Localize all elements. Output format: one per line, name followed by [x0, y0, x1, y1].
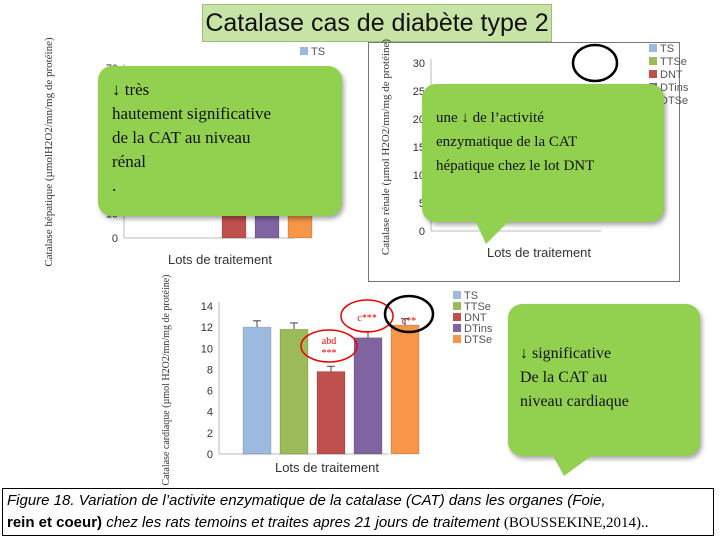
legend-swatch-dnt — [453, 313, 461, 321]
annotation-circle-dtse — [383, 294, 435, 334]
y-axis-label: Catalase cardiaque (µmol H2O2/mn/mg de p… — [161, 275, 172, 486]
legend-label-dnt: DNT — [464, 312, 487, 324]
y-tick-label: 2 — [207, 428, 213, 440]
callout-renal-line-2: hautement significative — [112, 104, 272, 123]
callout-hepatic-line-2: enzymatique de la CAT — [436, 134, 578, 150]
legend-label-dtins: DTins — [660, 82, 689, 94]
legend-swatch-ts — [300, 47, 308, 55]
y-tick-label: 0 — [419, 226, 425, 238]
legend-swatch-ts — [453, 291, 461, 299]
callout-renal: ↓ très hautement significative de la CAT… — [98, 66, 342, 216]
caption-suffix: chez les rats temoins et traites apres 2… — [102, 514, 504, 531]
callout-cardiac: ↓ significative De la CAT au niveau card… — [508, 304, 700, 456]
legend-swatch-dnt — [649, 70, 657, 78]
caption-source: (BOUSSEKINE,2014).. — [503, 515, 649, 531]
legend-label-ts: TS — [311, 46, 325, 58]
bar-dtse — [390, 324, 420, 455]
bar-dtins — [353, 337, 383, 455]
y-tick-label: 30 — [413, 58, 425, 70]
y-tick-label: 4 — [207, 407, 213, 419]
y-tick-label: 8 — [207, 364, 213, 376]
legend-label-dnt: DNT — [660, 69, 683, 81]
y-tick-label: 20 — [413, 114, 425, 126]
slide-title: Catalase cas de diabète type 2 — [202, 4, 552, 42]
annotation-abd: abd — [322, 336, 336, 347]
legend-label-ts: TS — [464, 290, 478, 302]
x-axis-label: Lots de traitement — [275, 460, 379, 475]
y-tick-label: 0 — [207, 449, 213, 461]
y-tick-label: 10 — [201, 343, 213, 355]
callout-hepatic-line-1: une ↓ de l’activité — [436, 110, 544, 126]
y-tick-label: 12 — [201, 322, 213, 334]
annotation-c2: c** — [402, 316, 416, 327]
annotation-circle-dtins — [340, 299, 394, 333]
bar-ttse — [279, 328, 309, 455]
annotation-circle-dnt — [300, 329, 358, 363]
annotation-stars: *** — [322, 348, 337, 359]
y-tick-label: 15 — [413, 142, 425, 154]
chart-cardiac-panel: 0 2 4 6 8 10 12 14 Catalase cardiaque (µmol H2O2… — [155, 275, 500, 486]
legend-label-ttse: TTSe — [660, 56, 687, 68]
y-tick-label: 0 — [112, 233, 118, 245]
y-tick-label: 10 — [413, 170, 425, 182]
y-tick-label: 25 — [413, 86, 425, 98]
legend-label-ts: TS — [660, 43, 674, 55]
bar-ts — [242, 326, 272, 455]
legend-swatch-ttse — [649, 57, 657, 65]
legend-swatch-dtse — [453, 335, 461, 343]
y-tick-label: 5 — [419, 198, 425, 210]
x-axis-label: Lots de traitement — [487, 245, 591, 260]
bar-dnt — [316, 371, 346, 455]
y-axis-label: Catalase hépatique (µmolH2O2/mn/mg de pr… — [43, 37, 55, 267]
legend-label-ttse: TTSe — [464, 301, 491, 313]
callout-cardiac-pointer — [552, 454, 594, 476]
callout-hepatic-pointer — [474, 218, 512, 244]
y-axis-label: Catalase rénale (µmol H2O2/mn/mg de prot… — [380, 39, 392, 256]
callout-renal-line-5: . — [112, 176, 117, 195]
legend-label-dtins: DTins — [464, 323, 493, 335]
y-tick-label: 6 — [207, 386, 213, 398]
callout-cardiac-line-1: ↓ significative — [520, 345, 612, 362]
callout-renal-line-4: rénal — [112, 152, 146, 171]
caption-bold: rein et coeur) — [7, 514, 103, 531]
callout-hepatic-line-3: hépatique chez le lot DNT — [436, 158, 595, 174]
y-tick-label: 14 — [201, 301, 213, 313]
annotation-c3: c*** — [357, 313, 376, 324]
caption-prefix: Figure 18. Variation de l’activite enzym… — [7, 492, 606, 509]
legend-swatch-dtins — [453, 324, 461, 332]
highlight-circle — [571, 43, 619, 83]
legend-swatch-ttse — [453, 302, 461, 310]
legend-label-dtse: DTSe — [464, 334, 492, 346]
callout-cardiac-line-2: De la CAT au — [520, 369, 608, 386]
callout-hepatic: une ↓ de l’activité enzymatique de la CA… — [422, 84, 664, 222]
legend-swatch-ts — [649, 44, 657, 52]
callout-renal-line-3: de la CAT au niveau — [112, 128, 251, 147]
x-axis-label: Lots de traitement — [168, 252, 272, 267]
chart-cardiac: 0 2 4 6 8 10 12 14 Catalase cardiaque (µmol H2O2… — [161, 275, 493, 486]
legend-label-dtse: DTSe — [660, 95, 688, 107]
callout-renal-line-1: ↓ très — [112, 80, 150, 99]
figure-caption: Figure 18. Variation de l’activite enzym… — [2, 488, 714, 536]
callout-cardiac-line-3: niveau cardiaque — [520, 393, 629, 410]
